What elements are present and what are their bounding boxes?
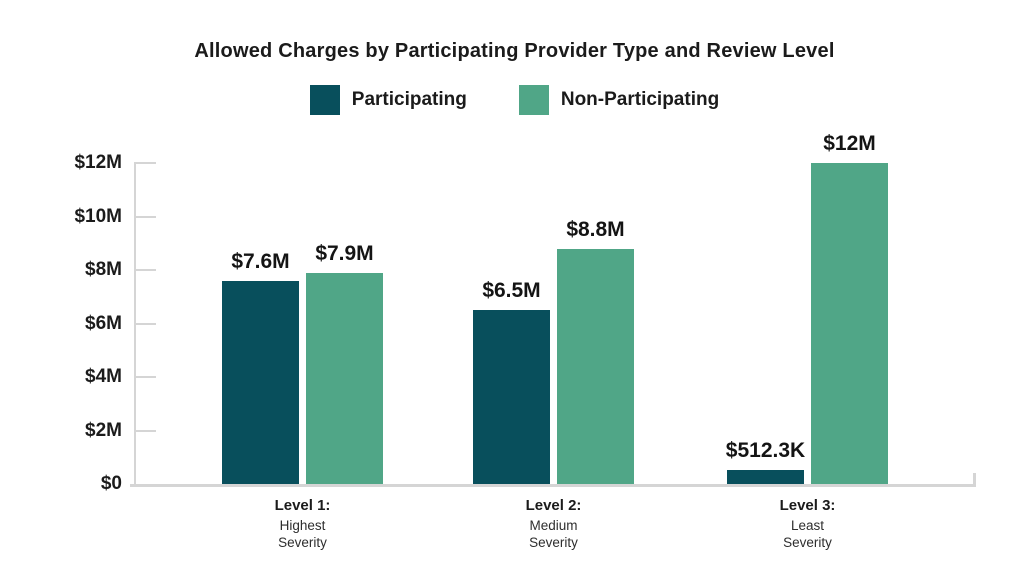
legend-item-participating: Participating — [309, 85, 467, 115]
legend-swatch-participating — [309, 85, 340, 115]
legend-swatch-non-participating — [518, 85, 549, 115]
y-axis-line — [134, 163, 136, 487]
y-axis-tick — [134, 215, 156, 218]
legend: Participating Non-Participating — [0, 85, 1029, 115]
legend-label-participating: Participating — [351, 89, 467, 110]
x-axis-label-subtitle: Severity — [278, 535, 327, 550]
y-axis-tick — [134, 269, 156, 271]
y-axis-tick — [134, 322, 156, 325]
x-axis-label-level-1: Level 1: Highest Severity — [213, 497, 393, 551]
x-axis-label-subtitle: Severity — [529, 535, 578, 550]
x-axis-label-subtitle: Severity — [783, 535, 832, 550]
y-axis-tick-label: $4M — [85, 366, 122, 387]
x-axis-label-subtitle: Least — [790, 518, 825, 533]
bar-non-participating-level-2 — [557, 249, 634, 484]
bar-non-participating-level-3 — [811, 163, 888, 484]
value-label-non-participating-level-3: $12M — [823, 132, 876, 155]
x-axis-label-level-2: Level 2: Medium Severity — [464, 497, 644, 551]
y-axis-tick — [134, 376, 156, 378]
x-axis-label-title: Level 2: — [525, 497, 582, 514]
x-axis-line — [130, 484, 976, 487]
value-label-participating-level-2: $6.5M — [482, 279, 541, 302]
x-axis-label-title: Level 1: — [274, 497, 331, 514]
x-axis-label-subtitle: Medium — [529, 518, 578, 533]
y-axis-tick-label: $2M — [85, 419, 122, 441]
y-axis-tick-label: $0 — [100, 473, 122, 494]
bar-participating-level-3 — [727, 470, 804, 484]
y-axis-tick — [134, 162, 156, 164]
x-axis-label-subtitle: Highest — [279, 518, 326, 533]
bar-participating-level-1 — [222, 281, 299, 484]
x-axis-end-cap — [973, 473, 976, 487]
bar-non-participating-level-1 — [306, 273, 383, 484]
y-axis-tick — [134, 429, 156, 432]
value-label-participating-level-3: $512.3K — [725, 439, 806, 462]
x-axis-label-title: Level 3: — [779, 497, 836, 514]
y-axis-tick-label: $8M — [85, 259, 122, 280]
y-axis-tick-label: $6M — [85, 312, 122, 334]
value-label-participating-level-1: $7.6M — [231, 250, 290, 273]
y-axis-tick-label: $12M — [74, 152, 122, 173]
value-label-non-participating-level-1: $7.9M — [315, 242, 374, 265]
y-axis-tick-label: $10M — [74, 205, 122, 227]
legend-label-non-participating: Non-Participating — [560, 89, 720, 110]
x-axis-label-level-3: Level 3: Least Severity — [718, 497, 898, 551]
value-label-non-participating-level-2: $8.8M — [566, 218, 625, 241]
chart-title: Allowed Charges by Participating Provide… — [194, 40, 835, 62]
legend-item-non-participating: Non-Participating — [518, 85, 720, 115]
bar-participating-level-2 — [473, 310, 550, 484]
